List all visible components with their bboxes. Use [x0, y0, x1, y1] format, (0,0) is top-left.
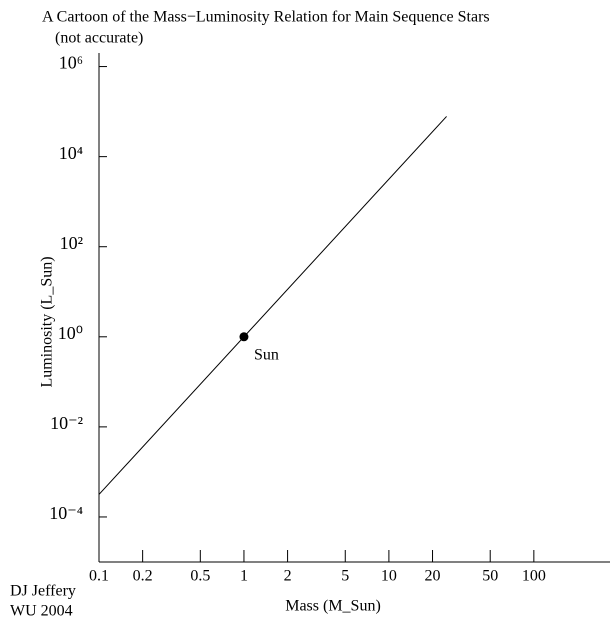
- y-tick-label: 10⁻²: [50, 413, 83, 433]
- y-tick-label: 10⁴: [59, 143, 83, 163]
- chart-subtitle: (not accurate): [55, 30, 143, 47]
- point-label: Sun: [254, 346, 279, 363]
- y-tick-label: 10⁰: [58, 323, 83, 343]
- x-tick-label: 20: [425, 568, 441, 585]
- point: [239, 332, 249, 342]
- x-tick-label: 5: [341, 568, 349, 585]
- x-tick-label: 2: [284, 568, 292, 585]
- credit: WU 2004: [10, 603, 73, 620]
- x-tick-label: 1: [240, 568, 248, 585]
- x-tick-label: 50: [482, 568, 498, 585]
- x-tick-label: 10: [381, 568, 397, 585]
- x-tick-label: 0.2: [133, 568, 153, 585]
- line: [98, 116, 447, 495]
- x-axis-label: Mass (M_Sun): [285, 598, 381, 615]
- y-tick-label: 10²: [60, 233, 83, 253]
- y-axis-label: Luminosity (L_Sun): [39, 256, 56, 387]
- chart-title: A Cartoon of the Mass−Luminosity Relatio…: [42, 9, 490, 26]
- x-tick-label: 100: [522, 568, 546, 585]
- x-tick-label: 0.1: [89, 568, 109, 585]
- y-tick-label: 10⁻⁴: [49, 503, 83, 523]
- y-tick-label: 10⁶: [59, 53, 83, 73]
- credit: DJ Jeffery: [10, 583, 76, 600]
- x-tick-label: 0.5: [190, 568, 210, 585]
